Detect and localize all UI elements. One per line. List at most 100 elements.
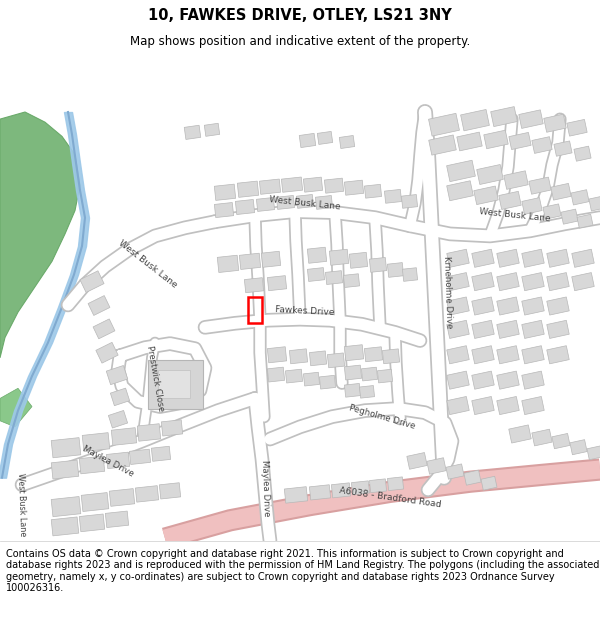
Polygon shape xyxy=(497,249,519,268)
Polygon shape xyxy=(497,297,519,315)
Polygon shape xyxy=(403,268,418,281)
Polygon shape xyxy=(325,178,344,193)
Polygon shape xyxy=(472,396,494,414)
Polygon shape xyxy=(262,251,281,268)
Polygon shape xyxy=(477,164,503,184)
Polygon shape xyxy=(504,171,528,189)
Polygon shape xyxy=(331,483,350,498)
Polygon shape xyxy=(571,190,589,205)
Polygon shape xyxy=(447,249,469,268)
Polygon shape xyxy=(497,396,519,414)
Polygon shape xyxy=(472,297,494,315)
Polygon shape xyxy=(544,114,566,132)
Polygon shape xyxy=(589,196,600,211)
Polygon shape xyxy=(51,438,81,458)
Polygon shape xyxy=(522,198,542,214)
Polygon shape xyxy=(428,113,460,136)
Polygon shape xyxy=(427,458,446,474)
Text: Map shows position and indicative extent of the property.: Map shows position and indicative extent… xyxy=(130,35,470,48)
Polygon shape xyxy=(457,132,482,151)
Polygon shape xyxy=(310,351,326,366)
Polygon shape xyxy=(429,135,456,155)
Polygon shape xyxy=(340,136,355,149)
Polygon shape xyxy=(587,446,600,460)
Text: Maylea Drive: Maylea Drive xyxy=(260,459,271,516)
Polygon shape xyxy=(51,517,79,536)
Polygon shape xyxy=(299,133,316,148)
Text: West Busk Lane: West Busk Lane xyxy=(16,473,28,537)
Polygon shape xyxy=(519,110,543,128)
Polygon shape xyxy=(509,425,531,443)
Polygon shape xyxy=(364,184,382,198)
Text: West Busk Lane: West Busk Lane xyxy=(117,239,179,290)
Polygon shape xyxy=(51,460,79,479)
Polygon shape xyxy=(547,272,569,291)
Polygon shape xyxy=(447,346,469,364)
Polygon shape xyxy=(481,476,497,490)
Polygon shape xyxy=(547,320,569,339)
Polygon shape xyxy=(509,132,531,149)
Polygon shape xyxy=(51,496,81,517)
Polygon shape xyxy=(325,271,343,284)
Polygon shape xyxy=(310,485,331,500)
Text: Fawkes Drive: Fawkes Drive xyxy=(275,305,335,317)
Polygon shape xyxy=(474,186,498,204)
Polygon shape xyxy=(461,109,490,131)
Polygon shape xyxy=(110,388,130,406)
Polygon shape xyxy=(289,349,308,364)
Polygon shape xyxy=(497,320,519,339)
Polygon shape xyxy=(522,396,544,414)
Polygon shape xyxy=(136,486,158,502)
Polygon shape xyxy=(388,262,404,278)
Polygon shape xyxy=(235,199,254,214)
Polygon shape xyxy=(472,320,494,339)
Polygon shape xyxy=(82,432,110,452)
Polygon shape xyxy=(364,347,383,362)
Text: Krneholme Drive: Krneholme Drive xyxy=(442,256,454,328)
Polygon shape xyxy=(343,274,359,288)
Polygon shape xyxy=(184,125,201,139)
Polygon shape xyxy=(447,320,469,339)
Bar xyxy=(158,370,190,399)
Polygon shape xyxy=(497,371,519,389)
Text: Contains OS data © Crown copyright and database right 2021. This information is : Contains OS data © Crown copyright and d… xyxy=(6,549,599,594)
Polygon shape xyxy=(344,345,364,361)
Polygon shape xyxy=(328,353,344,367)
Polygon shape xyxy=(106,511,128,528)
Polygon shape xyxy=(385,189,401,203)
Polygon shape xyxy=(567,119,587,136)
Polygon shape xyxy=(281,177,302,192)
Polygon shape xyxy=(361,368,377,381)
Polygon shape xyxy=(259,179,281,194)
Polygon shape xyxy=(484,130,508,149)
Polygon shape xyxy=(577,214,593,228)
Polygon shape xyxy=(329,249,349,265)
Polygon shape xyxy=(239,253,260,269)
Polygon shape xyxy=(522,297,544,315)
Polygon shape xyxy=(572,272,594,291)
Polygon shape xyxy=(551,183,571,200)
Polygon shape xyxy=(277,196,295,209)
Polygon shape xyxy=(349,253,368,268)
Polygon shape xyxy=(570,439,587,455)
Polygon shape xyxy=(446,160,475,182)
Polygon shape xyxy=(304,372,320,386)
Polygon shape xyxy=(407,452,427,469)
Polygon shape xyxy=(96,342,118,363)
Polygon shape xyxy=(109,489,135,506)
Polygon shape xyxy=(352,481,370,495)
Polygon shape xyxy=(160,482,181,499)
Polygon shape xyxy=(447,371,469,389)
Polygon shape xyxy=(561,209,578,224)
Polygon shape xyxy=(529,177,551,194)
Polygon shape xyxy=(344,180,364,195)
Polygon shape xyxy=(382,349,400,364)
Polygon shape xyxy=(244,278,263,292)
Polygon shape xyxy=(106,452,130,469)
Polygon shape xyxy=(472,346,494,364)
Polygon shape xyxy=(93,319,115,339)
Polygon shape xyxy=(547,346,569,364)
Text: West Busk Lane: West Busk Lane xyxy=(269,195,341,212)
Polygon shape xyxy=(532,429,552,446)
Polygon shape xyxy=(151,446,170,461)
